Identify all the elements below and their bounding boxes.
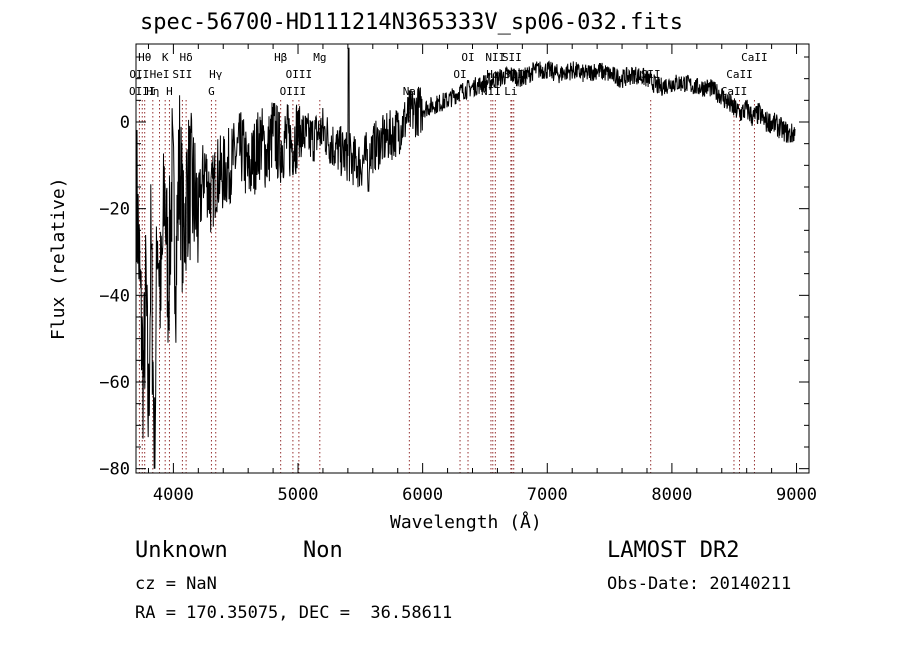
- line-marker-label-13: OIII: [286, 68, 313, 81]
- object-class: Unknown: [135, 538, 228, 563]
- y-tick-label-3: −20: [99, 200, 130, 220]
- redshift-text: cz = NaN: [135, 574, 217, 594]
- line-marker-label-6: H: [166, 85, 173, 98]
- y-axis-label: Flux (relative): [48, 177, 69, 340]
- line-marker-label-10: Hγ: [209, 68, 223, 81]
- y-tick-label-4: 0: [120, 113, 130, 133]
- line-marker-label-4: HeI: [150, 68, 170, 81]
- obs-date-text: Obs-Date: 20140211: [607, 574, 792, 594]
- x-axis: 4000 5000 6000 7000 8000 9000: [147, 44, 817, 505]
- line-marker-label-8: Hδ: [179, 51, 192, 64]
- line-marker-label-2: Hθ: [138, 51, 151, 64]
- line-marker-label-7: SII: [172, 68, 192, 81]
- object-subclass: Non: [303, 538, 343, 563]
- x-tick-label-5: 9000: [776, 485, 817, 505]
- line-marker-label-17: OI: [461, 51, 474, 64]
- line-marker-label-14: Mg: [313, 51, 326, 64]
- x-tick-label-1: 5000: [278, 485, 319, 505]
- line-marker-label-12: OIII: [280, 85, 307, 98]
- survey-name: LAMOST DR2: [607, 538, 740, 563]
- x-tick-label-0: 4000: [153, 485, 194, 505]
- x-tick-label-3: 7000: [527, 485, 568, 505]
- y-tick-label-1: −60: [99, 373, 130, 393]
- line-marker-label-5: K: [162, 51, 169, 64]
- x-axis-label: Wavelength (Å): [390, 512, 542, 533]
- x-tick-label-2: 6000: [402, 485, 443, 505]
- y-tick-label-2: −40: [99, 286, 130, 306]
- line-marker-label-16: OI: [453, 68, 466, 81]
- y-axis: −80 −60 −40 −20 0: [99, 56, 809, 480]
- ra-dec-text: RA = 170.35075, DEC = 36.58611: [135, 603, 453, 623]
- line-marker-label-26: CaII: [726, 68, 753, 81]
- line-marker-label-11: Hβ: [274, 51, 288, 64]
- plot-frame: [135, 43, 810, 474]
- y-tick-label-0: −80: [99, 460, 130, 480]
- line-marker-label-21: Li: [504, 85, 517, 98]
- spectrum-line: [136, 47, 796, 469]
- chart-title: spec-56700-HD111214N365333V_sp06-032.fit…: [140, 10, 684, 35]
- line-marker-label-20: NII: [485, 51, 505, 64]
- x-tick-label-4: 8000: [651, 485, 692, 505]
- line-marker-label-22: SII: [502, 51, 522, 64]
- line-marker-label-27: CaII: [741, 51, 768, 64]
- line-marker-label-9: G: [208, 85, 215, 98]
- line-marker-label-3: Hη: [146, 85, 159, 98]
- line-marker-label-0: OII: [129, 68, 149, 81]
